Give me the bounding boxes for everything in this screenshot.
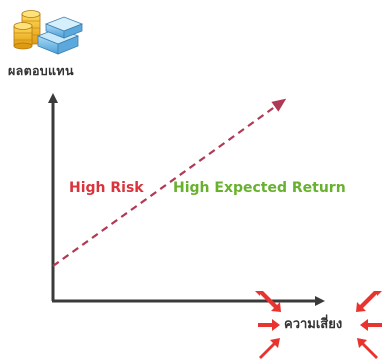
y-axis-label: ผลตอบแทน [8, 63, 74, 78]
coin-stack-front [13, 22, 33, 50]
coins-and-boxes-icon [13, 10, 84, 55]
high-risk-label: High Risk [69, 180, 144, 196]
stacked-boxes [36, 16, 84, 55]
x-axis-label: ความเสี่ยง [284, 317, 343, 332]
inward-arrows-burst-icon [255, 291, 382, 359]
high-expected-return-label: High Expected Return [173, 180, 346, 196]
